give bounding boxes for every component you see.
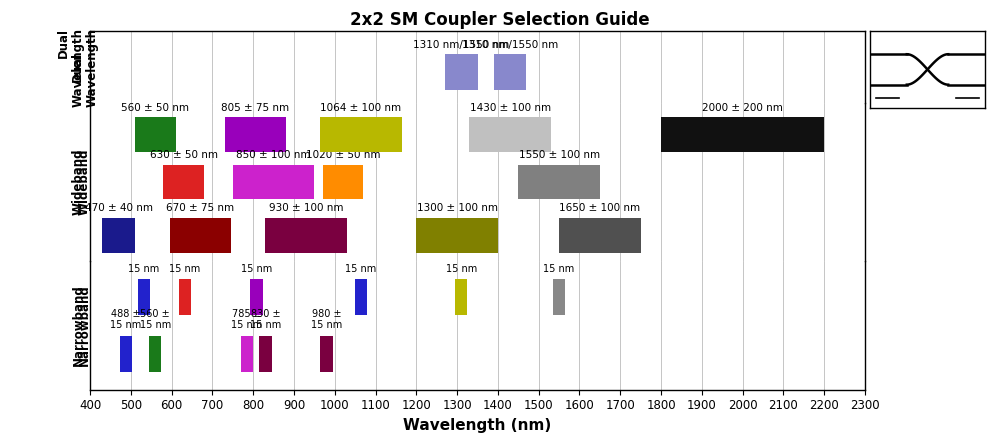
Bar <box>135 117 176 152</box>
Text: 1020 ± 50 nm: 1020 ± 50 nm <box>306 150 380 160</box>
Text: 785 ±
15 nm: 785 ± 15 nm <box>231 309 263 331</box>
Text: 805 ± 75 nm: 805 ± 75 nm <box>221 103 289 112</box>
Bar <box>559 218 641 253</box>
Bar <box>469 117 551 152</box>
Bar <box>259 336 272 372</box>
Y-axis label: Narrowband: Narrowband <box>78 284 91 366</box>
Text: Wideband: Wideband <box>72 149 85 215</box>
Bar <box>416 218 498 253</box>
Bar <box>553 279 565 315</box>
Bar <box>355 279 367 315</box>
Text: 488 ±
15 nm: 488 ± 15 nm <box>110 309 142 331</box>
Bar <box>455 279 467 315</box>
Bar <box>179 279 191 315</box>
Bar <box>102 218 135 253</box>
Bar <box>241 336 253 372</box>
Bar <box>661 117 824 152</box>
Text: 930 ± 100 nm: 930 ± 100 nm <box>269 203 343 213</box>
Text: 632 ±
15 nm: 632 ± 15 nm <box>169 252 200 274</box>
Text: 1550 ± 100 nm: 1550 ± 100 nm <box>519 150 600 160</box>
Text: 850 ± 100 nm: 850 ± 100 nm <box>236 150 311 160</box>
Bar <box>163 164 204 199</box>
Bar <box>518 164 600 199</box>
Text: 980 ±
15 nm: 980 ± 15 nm <box>311 309 342 331</box>
Text: 470 ± 40 nm: 470 ± 40 nm <box>85 203 153 213</box>
Y-axis label: Wideband: Wideband <box>78 149 91 215</box>
Bar <box>233 164 314 199</box>
Bar <box>320 117 402 152</box>
Y-axis label: Dual
Wavelength: Dual Wavelength <box>70 28 98 107</box>
Text: Narrowband: Narrowband <box>72 284 85 366</box>
Bar <box>225 117 286 152</box>
Text: 560 ± 50 nm: 560 ± 50 nm <box>121 103 189 112</box>
Bar <box>445 54 478 90</box>
Text: 1550 ±
15 nm: 1550 ± 15 nm <box>541 252 577 274</box>
Text: 532 ±
15 nm: 532 ± 15 nm <box>128 252 159 274</box>
Bar <box>149 336 161 372</box>
Text: 1310 nm/1550 nm: 1310 nm/1550 nm <box>462 40 558 50</box>
Text: 670 ± 75 nm: 670 ± 75 nm <box>166 203 234 213</box>
Text: 630 ± 50 nm: 630 ± 50 nm <box>150 150 218 160</box>
Text: 2x2 SM Coupler Selection Guide: 2x2 SM Coupler Selection Guide <box>350 11 650 29</box>
Text: 1310 ±
15 nm: 1310 ± 15 nm <box>443 252 479 274</box>
Text: 1310 nm/1550 nm: 1310 nm/1550 nm <box>413 40 509 50</box>
Text: 1064 ± 100 nm: 1064 ± 100 nm <box>320 103 401 112</box>
Bar <box>265 218 347 253</box>
Text: 1650 ± 100 nm: 1650 ± 100 nm <box>559 203 640 213</box>
Bar <box>250 279 263 315</box>
Bar <box>138 279 150 315</box>
Text: 1300 ± 100 nm: 1300 ± 100 nm <box>417 203 498 213</box>
Bar <box>322 164 363 199</box>
Text: Dual
Wavelength: Dual Wavelength <box>57 28 85 107</box>
Bar <box>170 218 231 253</box>
Text: 1064 ±
15 nm: 1064 ± 15 nm <box>343 252 379 274</box>
Text: 808 ±
15 nm: 808 ± 15 nm <box>241 252 272 274</box>
Text: 2000 ± 200 nm: 2000 ± 200 nm <box>702 103 783 112</box>
Bar <box>494 54 526 90</box>
X-axis label: Wavelength (nm): Wavelength (nm) <box>403 418 552 433</box>
Bar <box>120 336 132 372</box>
Text: 1430 ± 100 nm: 1430 ± 100 nm <box>470 103 551 112</box>
Text: 830 ±
15 nm: 830 ± 15 nm <box>250 309 281 331</box>
Text: 560 ±
15 nm: 560 ± 15 nm <box>140 309 171 331</box>
Bar <box>320 336 333 372</box>
